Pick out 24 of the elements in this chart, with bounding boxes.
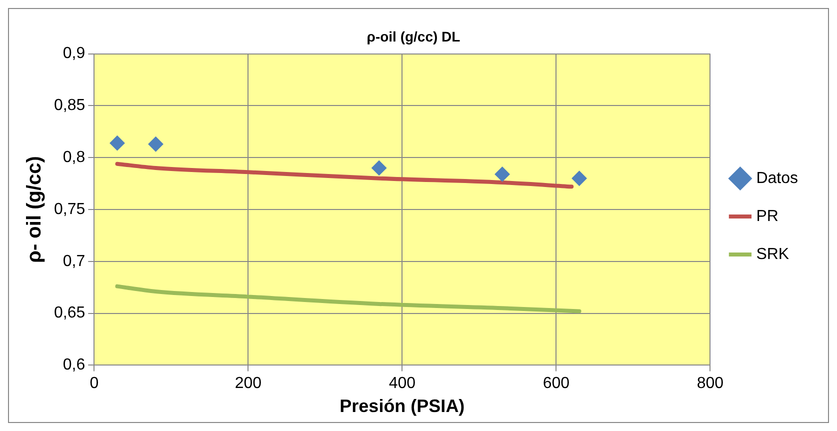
x-tick-label: 800 — [696, 375, 724, 392]
y-tick-label: 0,75 — [54, 200, 86, 218]
y-tick-label: 0,8 — [62, 149, 86, 166]
y-tick-label: 0,6 — [62, 356, 86, 374]
legend-label: SRK — [756, 246, 790, 263]
point — [572, 170, 587, 186]
chart-title: ρ-oil (g/cc) DL — [366, 28, 461, 44]
legend-label: PR — [756, 208, 778, 225]
x-tick-label: 400 — [388, 375, 416, 392]
y-tick-label: 0,9 — [62, 45, 86, 62]
point — [148, 136, 164, 152]
y-tick-label: 0,85 — [54, 97, 86, 114]
line-series — [115, 284, 582, 314]
point — [110, 136, 125, 151]
legend-label: Datos — [756, 170, 798, 187]
point — [372, 160, 387, 176]
x-tick-label: 600 — [542, 375, 570, 392]
y-axis-title: ρ- oil (g/cc) — [24, 156, 46, 263]
point — [494, 166, 510, 182]
y-tick-label: 0,65 — [54, 304, 86, 322]
x-tick-label: 200 — [234, 375, 262, 392]
y-tick-label: 0,7 — [62, 252, 86, 270]
x-axis-title: Presión (PSIA) — [340, 396, 465, 416]
x-tick-label: 0 — [90, 375, 99, 392]
